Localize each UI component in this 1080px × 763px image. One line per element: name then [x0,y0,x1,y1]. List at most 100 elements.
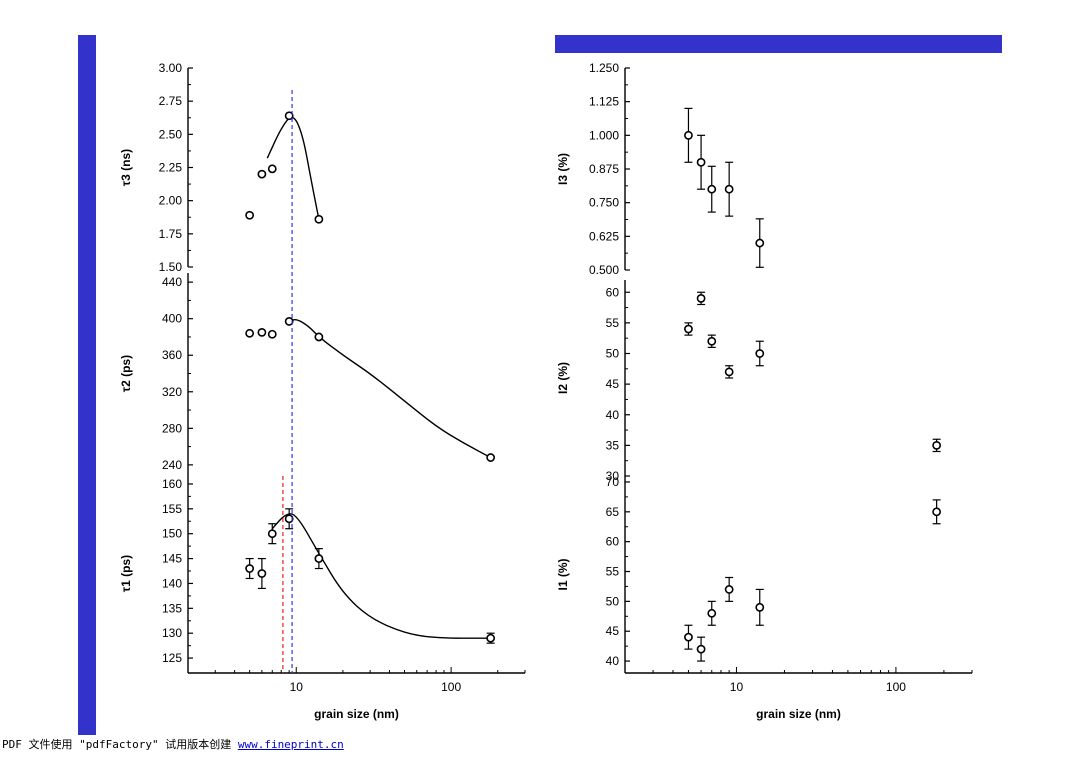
y-tick-label: 55 [606,565,620,579]
y-tick-label: 30 [606,469,620,483]
x-tick-label: 10 [730,680,744,694]
panel-I3: 0.500 0.625 0.750 0.875 1.000 1.125 1.250 I3 (%… [556,61,765,277]
x-tick-label: 10 [290,680,304,694]
y-axis-label: τ2 (ps) [119,355,133,392]
data-point [696,644,706,654]
data-point [724,585,734,594]
y-tick-label: 145 [162,552,182,566]
panel-I1: 40 45 50 55 60 65 70 I1 (%) 10 100 grain size (nm) [556,475,973,721]
x-axis-label: grain size (nm) [756,707,841,721]
y-tick-label: 55 [606,316,620,330]
panel-tau3: 1.50 1.75 2.00 2.25 2.50 2.75 3.00 τ3 (ns) [119,61,324,274]
y-tick-label: 1.75 [159,227,183,241]
footer-text: PDF 文件使用 "pdfFactory" 试用版本创建 [2,738,238,751]
y-tick-label: 0.875 [589,162,619,176]
data-point [932,507,942,517]
x-axis-label: grain size (nm) [314,707,399,721]
y-tick-label: 45 [606,377,620,391]
y-tick-label: 0.750 [589,196,619,210]
y-tick-label: 2.75 [159,94,183,108]
x-tick-label: 100 [886,680,906,694]
data-point [684,632,693,642]
y-tick-label: 40 [606,408,620,422]
y-tick-label: 35 [606,438,620,452]
y-tick-label: 240 [162,458,182,472]
panel-tau1: 125 130 135 140 145 150 155 160 τ1 (ps) 10 100 grai… [119,474,526,721]
data-point [257,169,267,179]
panel-I2: 30 35 40 45 50 55 60 I2 (%) [556,280,942,483]
data-point [724,184,734,194]
y-tick-label: 65 [606,505,620,519]
y-tick-label: 2.00 [159,194,183,208]
data-point [932,440,942,450]
data-point [314,554,324,563]
y-tick-label: 155 [162,502,182,516]
y-tick-label: 60 [606,285,620,299]
data-point [267,529,277,539]
pdf-footer: PDF 文件使用 "pdfFactory" 试用版本创建 www.finepri… [2,736,344,752]
data-point [684,130,693,140]
data-point [284,111,294,121]
y-tick-label: 40 [606,654,620,668]
y-axis-label: τ3 (ns) [119,149,133,186]
data-point [245,564,255,573]
slide-top-bar [555,35,1002,53]
y-tick-label: 50 [606,594,620,608]
y-tick-label: 140 [162,576,182,590]
y-tick-label: 45 [606,624,620,638]
data-point [257,327,267,337]
y-axis-label: I3 (%) [556,153,570,185]
y-tick-label: 0.500 [589,263,619,277]
data-point [755,349,765,358]
y-tick-label: 125 [162,651,182,665]
y-tick-label: 3.00 [159,61,183,75]
y-tick-label: 440 [162,275,182,289]
data-point [314,214,324,224]
panel-tau2: 240 280 320 360 400 440 τ2 (ps) [119,273,496,474]
data-point [486,453,496,462]
data-point [724,367,734,377]
y-tick-label: 1.250 [589,61,619,75]
lifetime-charts-figure: 1.50 1.75 2.00 2.25 2.50 2.75 3.00 τ3 (ns) 240 28… [119,61,973,721]
y-tick-label: 400 [162,312,182,326]
y-tick-label: 360 [162,348,182,362]
data-point [245,328,255,338]
data-point [684,324,693,334]
data-point [257,569,267,578]
y-axis-label: I2 (%) [556,362,570,394]
y-tick-label: 2.25 [159,161,183,175]
y-axis-label: τ1 (ps) [119,555,133,592]
y-tick-label: 130 [162,626,182,640]
fit-curve [288,318,491,459]
data-point [314,332,324,342]
data-point [486,633,496,643]
data-point [267,164,277,174]
data-point [755,602,765,612]
data-point [696,157,706,167]
fit-curve [266,116,320,220]
y-tick-label: 160 [162,477,182,491]
data-point [707,608,717,618]
data-point [245,210,255,220]
fit-curve [271,513,491,639]
y-tick-label: 1.000 [589,128,619,142]
y-tick-label: 1.125 [589,95,619,109]
y-tick-label: 320 [162,385,182,399]
slide-left-bar [78,35,96,735]
data-point [284,317,294,326]
data-point [707,184,717,194]
y-tick-label: 2.50 [159,127,183,141]
data-point [284,514,294,524]
x-tick-label: 100 [441,680,461,694]
data-point [267,329,277,339]
y-tick-label: 70 [606,475,620,489]
data-point [707,336,717,346]
y-axis-label: I1 (%) [556,558,570,590]
y-tick-label: 50 [606,347,620,361]
y-tick-label: 150 [162,527,182,541]
y-tick-label: 60 [606,535,620,549]
data-point [755,238,765,248]
y-tick-label: 135 [162,601,182,615]
fineprint-link[interactable]: www.fineprint.cn [237,738,344,751]
y-tick-label: 1.50 [159,260,183,274]
